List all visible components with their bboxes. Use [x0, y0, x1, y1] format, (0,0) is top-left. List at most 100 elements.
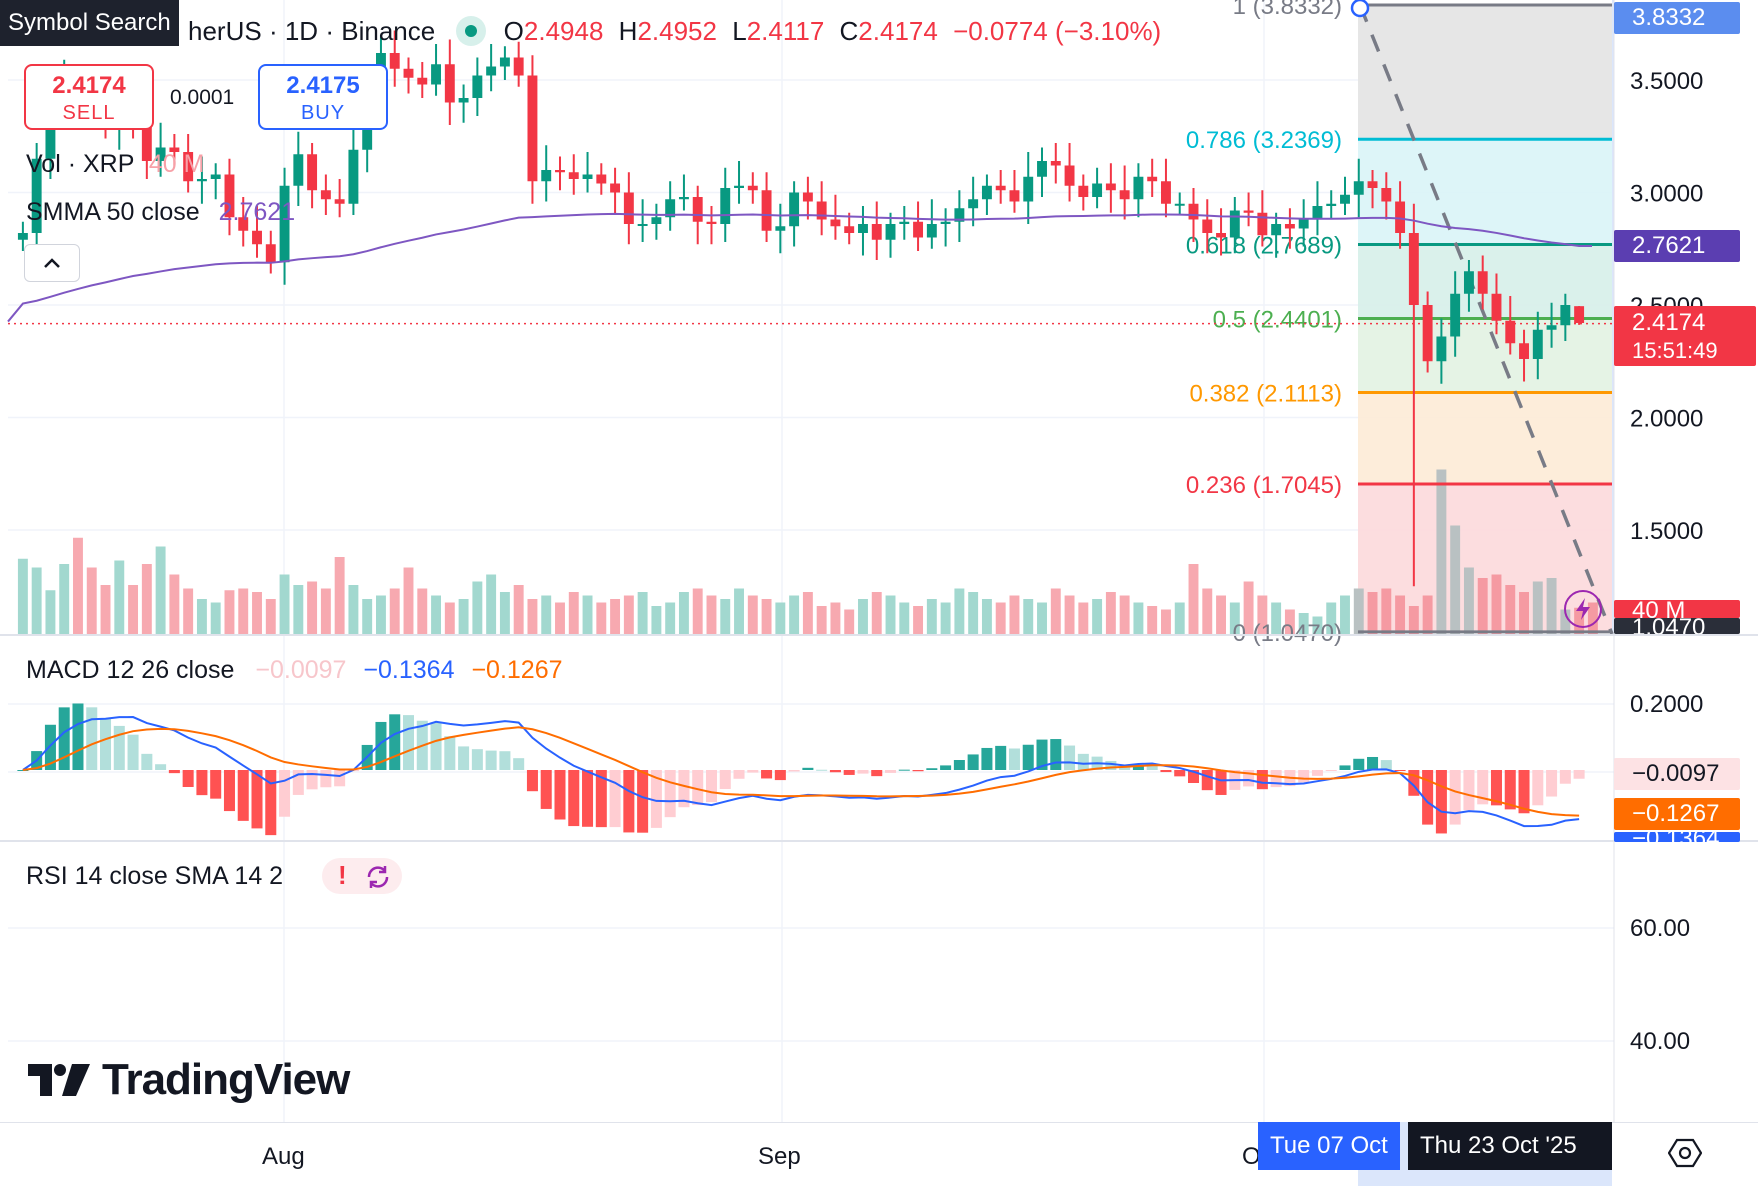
- macd-histogram-bar: [1105, 760, 1117, 770]
- low-value: 2.4117: [746, 16, 825, 46]
- candle-body: [802, 192, 813, 202]
- rsi-status-badge[interactable]: !: [322, 858, 402, 894]
- alert-button[interactable]: [1564, 590, 1602, 628]
- macd-line-value: −0.1364: [363, 656, 455, 684]
- macd-histogram-bar: [100, 718, 112, 770]
- candle-body: [1037, 161, 1047, 177]
- tradingview-logo[interactable]: TradingView: [28, 1055, 350, 1105]
- macd-histogram-bar: [1215, 770, 1227, 795]
- macd-histogram-bar: [637, 770, 649, 833]
- candle-countdown: 15:51:49: [1632, 338, 1718, 363]
- macd-histogram-bar: [58, 707, 70, 770]
- macd-histogram-bar: [885, 770, 897, 773]
- macd-histogram-bar: [72, 703, 84, 770]
- candle-body: [1326, 203, 1337, 206]
- volume-bar: [1023, 599, 1034, 634]
- time-label-oct: O: [1242, 1143, 1261, 1170]
- volume-bar: [954, 588, 965, 634]
- candle-body: [844, 226, 855, 233]
- volume-bar: [1188, 564, 1199, 634]
- volume-bar: [1326, 602, 1337, 634]
- collapse-legend-button[interactable]: [24, 244, 80, 282]
- rsi-tick-label: 60.00: [1630, 915, 1690, 942]
- macd-hist-chip: −0.0097: [1614, 758, 1740, 790]
- candle-body: [1229, 210, 1240, 238]
- sell-label: SELL: [62, 102, 116, 124]
- candle-body: [1491, 293, 1502, 321]
- macd-histogram-bar: [223, 770, 235, 812]
- gear-icon[interactable]: [1668, 1136, 1702, 1170]
- macd-histogram-bar: [1422, 770, 1434, 825]
- candle-body: [1078, 185, 1089, 197]
- volume-bar: [1105, 592, 1116, 634]
- macd-signal-line: [22, 726, 1580, 817]
- candle-body: [816, 201, 827, 220]
- smma-legend[interactable]: SMMA 50 close 2.7621: [26, 198, 295, 227]
- symbol-name[interactable]: herUS: [188, 16, 262, 46]
- volume-bar: [417, 588, 428, 634]
- macd-histogram-bar: [1408, 770, 1420, 796]
- smma-price-chip: 2.7621: [1614, 230, 1740, 262]
- macd-histogram-bar: [1380, 760, 1392, 770]
- macd-histogram-bar: [1036, 739, 1048, 770]
- spread-value: 0.0001: [170, 86, 235, 109]
- candle-body: [1160, 181, 1171, 204]
- candle-body: [417, 77, 428, 85]
- macd-histogram-bar: [1132, 764, 1144, 770]
- interval-label[interactable]: 1D: [284, 16, 319, 46]
- smma-line: [7, 212, 1592, 323]
- macd-histogram-bar: [1532, 770, 1544, 806]
- candle-body: [1381, 188, 1392, 202]
- rsi-legend[interactable]: RSI 14 close SMA 14 2: [26, 862, 283, 891]
- macd-histogram-bar: [1187, 770, 1200, 783]
- volume-bar: [747, 595, 758, 634]
- candle-body: [1422, 305, 1433, 362]
- volume-bar: [1202, 588, 1213, 634]
- volume-bar: [1037, 602, 1047, 634]
- volume-bar: [86, 567, 97, 634]
- volume-bar: [541, 595, 552, 634]
- warning-icon: !: [338, 860, 347, 890]
- macd-histogram-bar: [1298, 770, 1310, 783]
- macd-histogram-bar: [912, 770, 924, 772]
- volume-bar: [678, 592, 689, 634]
- sell-button[interactable]: 2.4174 SELL: [24, 64, 154, 130]
- volume-bar: [1450, 525, 1461, 634]
- fibonacci-line-layer: 1 (3.8332) 0.786 (3.2369) 0.618 (2.7689) 0.…: [8, 0, 1614, 647]
- candle-body: [1560, 305, 1571, 326]
- macd-histogram-bar: [926, 768, 938, 770]
- macd-histogram-bar: [1008, 748, 1020, 770]
- macd-histogram-bar: [251, 770, 263, 829]
- macd-histogram-bar: [127, 734, 139, 770]
- candle-body: [183, 152, 194, 182]
- volume-bar: [802, 592, 813, 634]
- candle-body: [389, 53, 400, 69]
- volume-bar: [1353, 588, 1364, 634]
- macd-histogram-bar: [44, 724, 56, 770]
- macd-histogram-bar: [471, 749, 483, 770]
- macd-histogram-bar: [1573, 770, 1585, 779]
- macd-histogram-bar: [1160, 770, 1172, 773]
- candle-body: [706, 221, 717, 224]
- candle-body: [334, 199, 345, 204]
- macd-signal-value: −0.1267: [471, 656, 563, 684]
- candle-body: [513, 57, 524, 76]
- fib-level-label: 0.5 (2.4401): [1213, 306, 1342, 333]
- volume-bar: [210, 602, 221, 634]
- last-price-chip: 2.4174 15:51:49: [1614, 306, 1756, 366]
- volume-bar: [1119, 595, 1130, 634]
- fib-zone: [1358, 5, 1612, 140]
- macd-histogram-bar: [981, 747, 993, 770]
- volume-legend[interactable]: Vol · XRP 40 M: [26, 150, 204, 179]
- macd-histogram-bar: [747, 770, 759, 773]
- symbol-legend[interactable]: herUS · 1D · Binance O2.4948 H2.4952 L2.…: [188, 16, 1161, 50]
- buy-button[interactable]: 2.4175 BUY: [258, 64, 388, 130]
- candle-body: [1298, 219, 1309, 229]
- macd-legend[interactable]: MACD 12 26 close −0.0097 −0.1364 −0.1267: [26, 656, 563, 685]
- price-tick-label: 3.0000: [1630, 181, 1703, 208]
- candle-body: [1092, 183, 1103, 197]
- macd-histogram-bar: [1435, 770, 1447, 834]
- macd-histogram-bar: [292, 770, 304, 795]
- macd-histogram-bar: [182, 770, 194, 787]
